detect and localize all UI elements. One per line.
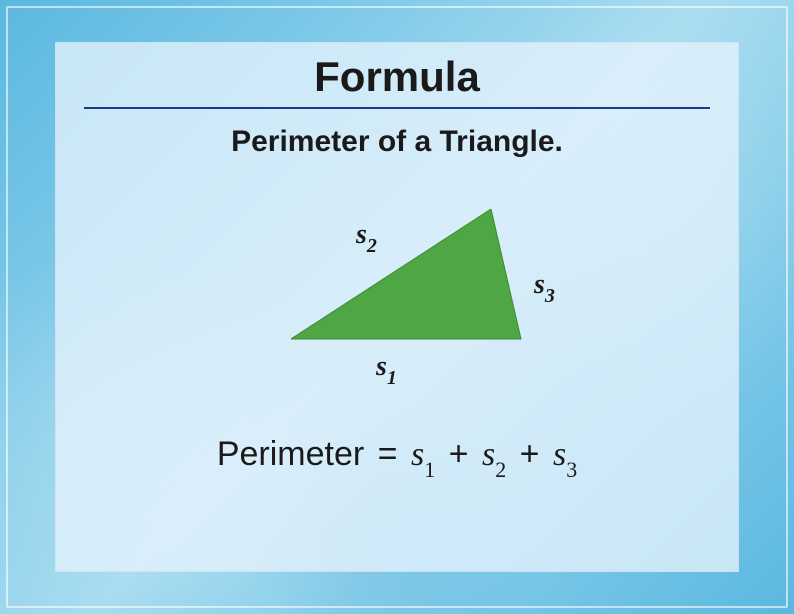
formula-term3-sub: 3	[566, 457, 577, 482]
formula-term2-var: s	[482, 436, 495, 473]
side-s3-sub: 3	[545, 285, 555, 307]
side-label-s1: s1	[376, 351, 397, 388]
formula-term1-sub: 1	[424, 457, 435, 482]
triangle-diagram: s2 s3 s1	[56, 179, 738, 399]
title-divider	[84, 107, 710, 109]
content-panel: Formula Perimeter of a Triangle. s2 s3 s…	[55, 42, 739, 572]
side-s2-var: s	[356, 219, 367, 250]
side-s1-sub: 1	[387, 367, 397, 389]
side-s2-sub: 2	[367, 235, 377, 257]
perimeter-formula: Perimeter = s1 + s2 + s3	[56, 435, 738, 479]
side-label-s3: s3	[534, 269, 555, 306]
triangle-shape	[291, 209, 531, 349]
panel-title: Formula	[56, 43, 738, 107]
panel-subtitle: Perimeter of a Triangle.	[56, 125, 738, 159]
formula-lhs: Perimeter	[217, 435, 364, 473]
formula-plus1: +	[449, 435, 469, 473]
formula-term2-sub: 2	[495, 457, 506, 482]
side-label-s2: s2	[356, 219, 377, 256]
side-s3-var: s	[534, 269, 545, 300]
formula-term3-var: s	[553, 436, 566, 473]
formula-term1-var: s	[411, 436, 424, 473]
side-s1-var: s	[376, 351, 387, 382]
formula-equals: =	[378, 435, 398, 473]
formula-plus2: +	[520, 435, 540, 473]
